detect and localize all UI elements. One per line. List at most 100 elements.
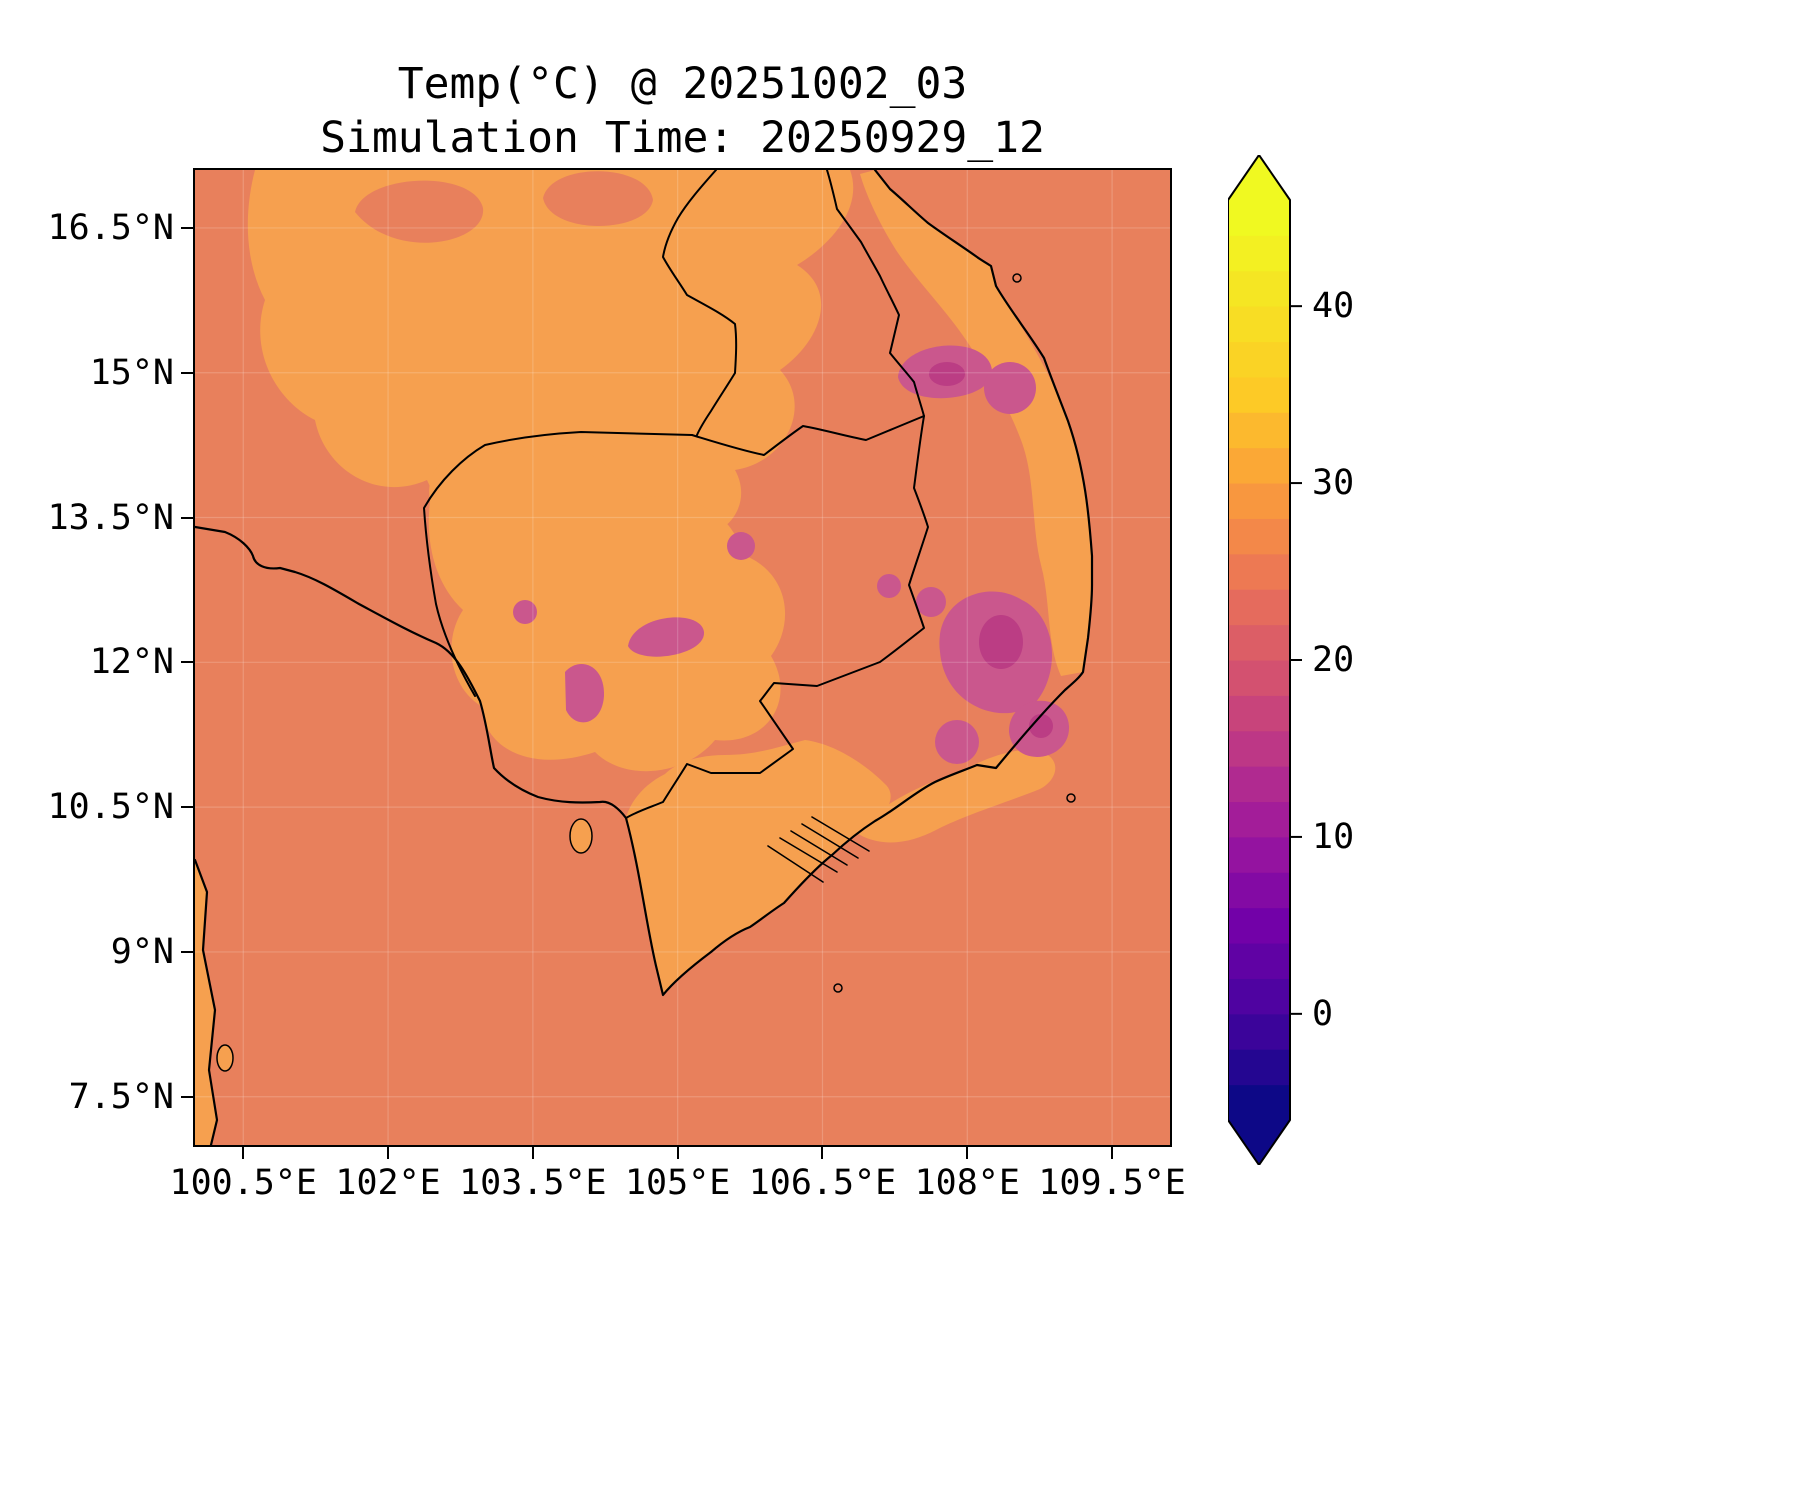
y-tick-label-9°N: 9°N xyxy=(110,931,174,972)
colorbar-band--6C xyxy=(1228,1084,1290,1121)
colorbar-outline xyxy=(1228,155,1291,1165)
colorbar: 40 30 20 10 0 xyxy=(1228,155,1354,1165)
colorbar-band-14C xyxy=(1228,730,1290,767)
y-tick-mark-9°N xyxy=(181,950,193,953)
colorbar-band-16C xyxy=(1228,694,1290,732)
y-tick-label-16.5°N: 16.5°N xyxy=(47,207,174,248)
cambodia-cool-3 xyxy=(727,532,755,560)
x-tick-label-103.5°E: 103.5°E xyxy=(459,1163,607,1203)
y-tick-mark-13.5°N xyxy=(181,516,193,519)
colorbar-band-34C xyxy=(1228,376,1290,413)
central-coast-warm-strip xyxy=(860,170,1092,676)
y-tick-mark-12°N xyxy=(181,661,193,664)
colorbar-tick-label-10: 10 xyxy=(1312,817,1354,857)
sw-peninsula-warm xyxy=(195,860,217,1145)
phu-quoc-island xyxy=(569,818,593,854)
temperature-contour-map xyxy=(195,170,1170,1145)
highland-cold-core-2 xyxy=(1029,714,1053,738)
y-tick-mark-10.5°N xyxy=(181,806,193,809)
colorbar-band-26C xyxy=(1228,517,1290,555)
colorbar-band-12C xyxy=(1228,765,1290,803)
gulf-island-west xyxy=(216,1044,234,1072)
colorbar-band--4C xyxy=(1228,1048,1290,1086)
cambodia-lowland-warm xyxy=(428,444,786,772)
x-tick-mark-109.5°E xyxy=(1111,1147,1114,1159)
y-tick-label-12°N: 12°N xyxy=(89,642,174,683)
plot-subtitle: Simulation Time: 20250929_12 xyxy=(320,113,1045,163)
cham-island xyxy=(1012,273,1022,283)
cambodia-cool-1 xyxy=(628,617,705,657)
x-tick-mark-100.5°E xyxy=(242,1147,245,1159)
x-tick-label-102°E: 102°E xyxy=(335,1163,441,1203)
x-tick-mark-102°E xyxy=(387,1147,390,1159)
colorbar-over-arrow xyxy=(1228,155,1290,200)
colorbar-band-30C xyxy=(1228,447,1290,484)
colorbar-band-20C xyxy=(1228,624,1290,661)
x-tick-label-100.5°E: 100.5°E xyxy=(169,1163,318,1203)
cambodia-laos-border xyxy=(691,415,925,456)
colorbar-band-6C xyxy=(1228,871,1290,909)
highland-cold-core-3 xyxy=(929,362,965,386)
x-tick-mark-108°E xyxy=(966,1147,969,1159)
thailand-laos-border xyxy=(662,170,738,436)
highland-cool-south-3 xyxy=(935,720,979,764)
mekong-channel-2 xyxy=(790,830,848,866)
colorbar-band-2C xyxy=(1228,942,1290,979)
y-tick-mark-7.5°N xyxy=(181,1095,193,1098)
phan-thiet-coast-warm xyxy=(855,749,1056,843)
phu-quy-island xyxy=(1066,793,1076,803)
colorbar-band--2C xyxy=(1228,1013,1290,1050)
north-lowland-warm xyxy=(247,170,854,553)
y-tick-label-10.5°N: 10.5°N xyxy=(47,787,174,828)
colorbar-band-44C xyxy=(1228,199,1290,236)
y-tick-mark-15°N xyxy=(181,371,193,374)
colorbar-tick-label-20: 20 xyxy=(1312,640,1354,680)
colorbar-band-40C xyxy=(1228,270,1290,307)
x-tick-mark-105°E xyxy=(676,1147,679,1159)
sw-peninsula-coastline xyxy=(195,858,219,1145)
map-axes-frame xyxy=(193,168,1172,1147)
y-tick-label-7.5°N: 7.5°N xyxy=(68,1076,174,1117)
highland-cold-core-1 xyxy=(979,615,1023,669)
colorbar-band-18C xyxy=(1228,659,1290,696)
north-base-patch-1 xyxy=(355,180,484,243)
laos-vietnam-border xyxy=(826,170,925,417)
colorbar-band-0C xyxy=(1228,977,1290,1015)
cambodia-cool-2 xyxy=(565,664,605,723)
colorbar-band-38C xyxy=(1228,305,1290,343)
colorbar-band-24C xyxy=(1228,553,1290,590)
highland-cool-south-5 xyxy=(877,574,901,598)
colorbar-tick-label-30: 30 xyxy=(1312,463,1354,503)
north-base-patch-2 xyxy=(543,171,653,226)
mekong-channel-1 xyxy=(779,837,838,873)
colorbar-band-8C xyxy=(1228,836,1290,873)
highland-cool-south-4 xyxy=(916,587,946,617)
mekong-channel-3 xyxy=(801,823,859,859)
x-tick-label-106.5°E: 106.5°E xyxy=(748,1163,897,1203)
colorbar-under-arrow xyxy=(1228,1120,1290,1165)
colorbar-band-28C xyxy=(1228,482,1290,519)
vietnam-cambodia-border xyxy=(625,415,929,819)
x-tick-mark-103.5°E xyxy=(531,1147,534,1159)
y-tick-label-15°N: 15°N xyxy=(89,352,174,393)
highland-cool-north-2 xyxy=(984,362,1036,414)
y-tick-mark-16.5°N xyxy=(181,226,193,229)
mekong-delta-warm xyxy=(626,740,891,995)
con-son-island xyxy=(833,983,843,993)
mekong-channel-4 xyxy=(811,816,870,852)
thailand-cambodia-border xyxy=(423,431,693,697)
mainland-coastline xyxy=(195,170,1094,997)
plot-title: Temp(°C) @ 20251002_03 xyxy=(397,59,968,109)
colorbar-band-10C xyxy=(1228,801,1290,838)
colorbar-band-32C xyxy=(1228,411,1290,449)
colorbar-tick-label-40: 40 xyxy=(1312,286,1354,326)
bassac-channel xyxy=(767,845,824,883)
cambodia-cool-4 xyxy=(513,600,537,624)
colorbar-band-42C xyxy=(1228,234,1290,272)
x-tick-label-109.5°E: 109.5°E xyxy=(1038,1163,1186,1203)
colorbar-band-4C xyxy=(1228,907,1290,944)
y-tick-label-13.5°N: 13.5°N xyxy=(47,497,174,538)
x-tick-label-108°E: 108°E xyxy=(914,1163,1020,1203)
x-tick-label-105°E: 105°E xyxy=(624,1163,731,1203)
